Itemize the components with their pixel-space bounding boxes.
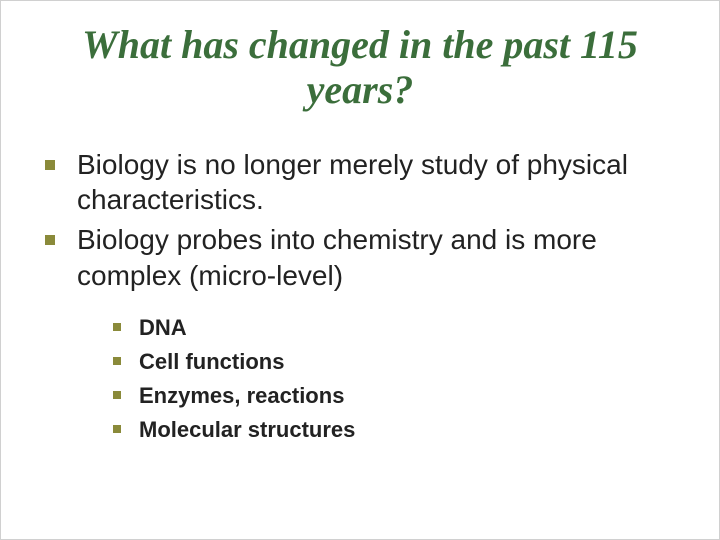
slide: What has changed in the past 115 years? … [1, 1, 719, 539]
square-bullet-icon [113, 357, 121, 365]
bullet-text: Enzymes, reactions [139, 382, 344, 410]
list-item: DNA [113, 314, 679, 342]
square-bullet-icon [113, 391, 121, 399]
list-item: Cell functions [113, 348, 679, 376]
list-item: Molecular structures [113, 416, 679, 444]
bullet-text: Cell functions [139, 348, 284, 376]
list-item: Biology is no longer merely study of phy… [45, 147, 679, 219]
list-item: Biology probes into chemistry and is mor… [45, 222, 679, 294]
bullet-list-level1: Biology is no longer merely study of phy… [41, 147, 679, 294]
bullet-text: Biology probes into chemistry and is mor… [77, 222, 679, 294]
square-bullet-icon [113, 425, 121, 433]
square-bullet-icon [113, 323, 121, 331]
bullet-list-level2: DNA Cell functions Enzymes, reactions Mo… [41, 314, 679, 445]
slide-title: What has changed in the past 115 years? [41, 23, 679, 113]
bullet-text: DNA [139, 314, 187, 342]
list-item: Enzymes, reactions [113, 382, 679, 410]
square-bullet-icon [45, 235, 55, 245]
bullet-text: Biology is no longer merely study of phy… [77, 147, 679, 219]
bullet-text: Molecular structures [139, 416, 355, 444]
square-bullet-icon [45, 160, 55, 170]
